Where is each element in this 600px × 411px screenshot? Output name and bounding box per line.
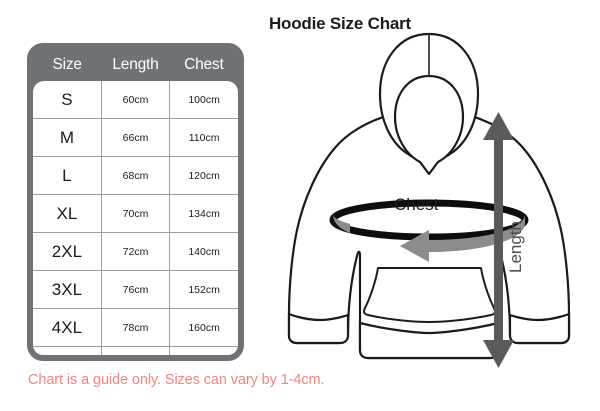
column-header-chest: Chest <box>169 49 238 81</box>
cell-chest: 110cm <box>169 118 238 157</box>
cell-chest: 100cm <box>169 81 238 119</box>
cell-length: 85cm <box>100 346 171 355</box>
cell-chest: 160cm <box>169 308 238 347</box>
cell-chest: 170cm <box>169 346 238 355</box>
right-cuff <box>508 312 571 345</box>
page-title: Hoodie Size Chart <box>268 14 412 33</box>
cell-length: 78cm <box>100 308 171 347</box>
kangaroo-pocket <box>363 267 496 323</box>
table-row: 3XL 76cm 152cm <box>33 270 238 309</box>
column-header-length: Length <box>101 49 170 81</box>
table-header-row: Size Length Chest <box>33 49 238 81</box>
cell-size: 5XL <box>33 346 102 355</box>
length-measurement-arrow <box>483 112 514 368</box>
length-label: Length <box>506 221 525 273</box>
table-row: L 68cm 120cm <box>33 156 238 195</box>
hood-opening <box>393 74 465 176</box>
size-chart-table: Size Length Chest S 60cm 100cm M 66cm 11… <box>33 49 238 355</box>
column-header-size: Size <box>33 49 102 81</box>
cell-length: 68cm <box>100 156 171 195</box>
cell-size: 2XL <box>33 232 102 271</box>
cell-size: L <box>33 156 102 195</box>
cell-size: M <box>33 118 102 157</box>
cell-length: 76cm <box>100 270 171 309</box>
table-row: 5XL 85cm 170cm <box>33 346 238 355</box>
cell-size: 3XL <box>33 270 102 309</box>
cell-length: 70cm <box>100 194 171 233</box>
cell-chest: 140cm <box>169 232 238 271</box>
left-cuff <box>287 312 350 345</box>
cell-chest: 120cm <box>169 156 238 195</box>
chest-rotation-arrow <box>333 214 525 262</box>
disclaimer-text: Chart is a guide only. Sizes can vary by… <box>28 372 325 388</box>
cell-length: 72cm <box>100 232 171 271</box>
cell-length: 60cm <box>100 81 171 119</box>
cell-size: S <box>33 81 102 119</box>
table-row: S 60cm 100cm <box>33 81 238 119</box>
cell-chest: 152cm <box>169 270 238 309</box>
cell-chest: 134cm <box>169 194 238 233</box>
table-row: 4XL 78cm 160cm <box>33 308 238 347</box>
cell-size: 4XL <box>33 308 102 347</box>
table-row: M 66cm 110cm <box>33 118 238 157</box>
table-row: XL 70cm 134cm <box>33 194 238 233</box>
cell-length: 66cm <box>100 118 171 157</box>
hoodie-illustration: Chest Length <box>278 18 600 378</box>
cell-size: XL <box>33 194 102 233</box>
size-chart-table-frame: Size Length Chest S 60cm 100cm M 66cm 11… <box>27 43 244 361</box>
chest-label: Chest <box>394 195 439 214</box>
table-row: 2XL 72cm 140cm <box>33 232 238 271</box>
